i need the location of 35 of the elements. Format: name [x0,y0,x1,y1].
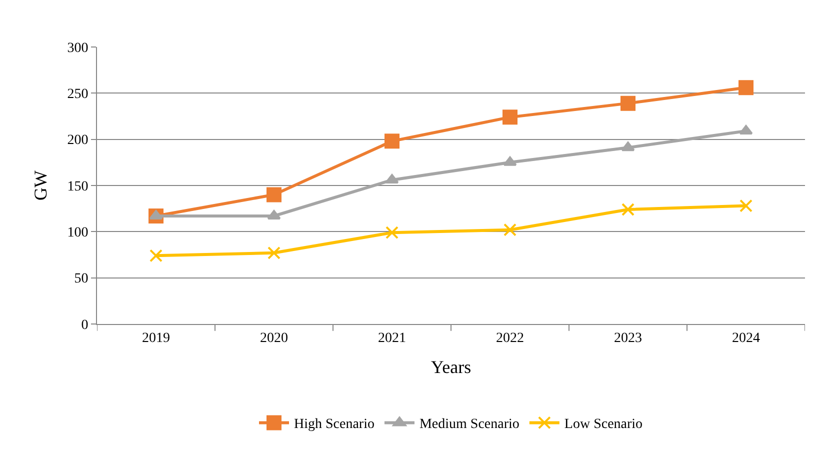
y-axis-title: GW [30,170,50,200]
point [386,226,398,240]
x-tick-label: 2021 [378,330,406,346]
point [384,134,400,149]
point [267,210,281,220]
point [150,249,162,262]
legend-label: Low Scenario [564,417,643,432]
y-tick-label: 300 [67,40,88,56]
point [503,156,517,166]
x-tick-label: 2023 [614,330,642,346]
legend-label: High Scenario [294,417,374,432]
point [502,110,518,125]
point [385,174,399,184]
y-tick-label: 150 [67,179,88,194]
x-tick-label: 2019 [142,330,170,346]
y-tick-label: 50 [74,272,88,287]
x-tick-label: 2024 [732,330,760,346]
y-tick-label: 250 [67,87,88,102]
point [740,199,752,212]
point [622,203,634,216]
point [149,210,163,220]
legend-label: Medium Scenario [419,417,520,432]
point [268,246,280,260]
point [504,223,516,236]
point [266,187,282,202]
point [621,142,635,152]
y-tick-label: 200 [67,133,88,148]
x-axis-title: Years [430,356,472,377]
x-tick-label: 2020 [260,330,288,346]
y-tick-label: 100 [67,226,88,241]
point [620,96,636,111]
point [739,125,753,135]
point [738,80,754,96]
x-tick-label: 2022 [496,330,524,346]
y-tick-label: 0 [81,318,88,333]
